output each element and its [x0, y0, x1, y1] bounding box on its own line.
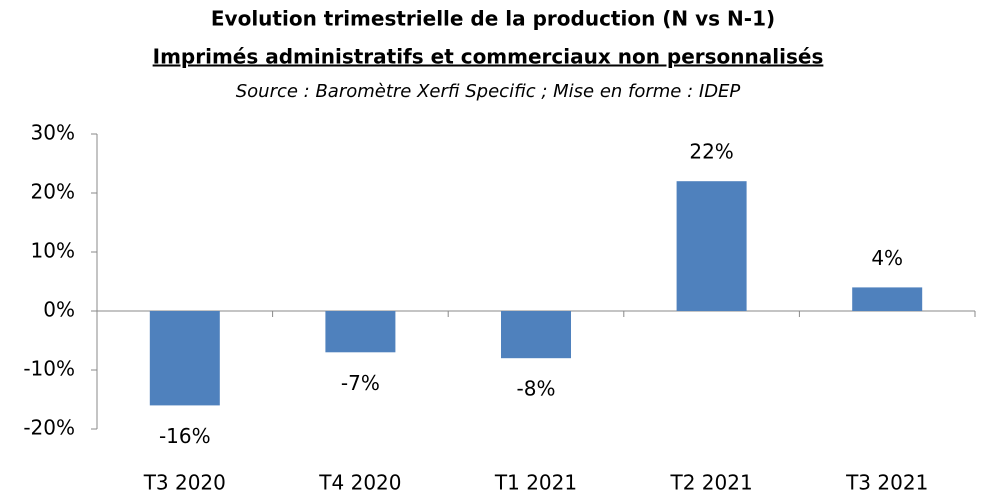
y-tick-label: 20% [31, 180, 75, 204]
x-tick-label: T4 2020 [318, 471, 401, 495]
chart-source: Source : Baromètre Xerfi Specific ; Mise… [236, 81, 741, 102]
bar [852, 287, 923, 311]
data-label: 4% [871, 246, 903, 270]
y-tick-label: 10% [31, 239, 75, 263]
chart-title: Evolution trimestrielle de la production… [211, 7, 775, 31]
x-tick-label: T1 2021 [494, 471, 577, 495]
bar [149, 311, 220, 406]
x-tick-label: T3 2021 [845, 471, 928, 495]
bar [676, 181, 747, 311]
data-label: -7% [341, 371, 380, 395]
data-label: -16% [159, 424, 211, 448]
x-tick-label: T3 2020 [143, 471, 226, 495]
bar [325, 311, 396, 353]
y-tick-label: 0% [43, 298, 75, 322]
y-tick-label: -20% [23, 416, 75, 440]
data-label: -8% [517, 377, 556, 401]
y-tick-label: -10% [23, 357, 75, 381]
chart-subtitle: Imprimés administratifs et commerciaux n… [153, 45, 824, 69]
y-tick-label: 30% [31, 121, 75, 145]
data-label: 22% [689, 140, 733, 164]
bar [501, 311, 571, 359]
x-tick-label: T2 2021 [669, 471, 752, 495]
